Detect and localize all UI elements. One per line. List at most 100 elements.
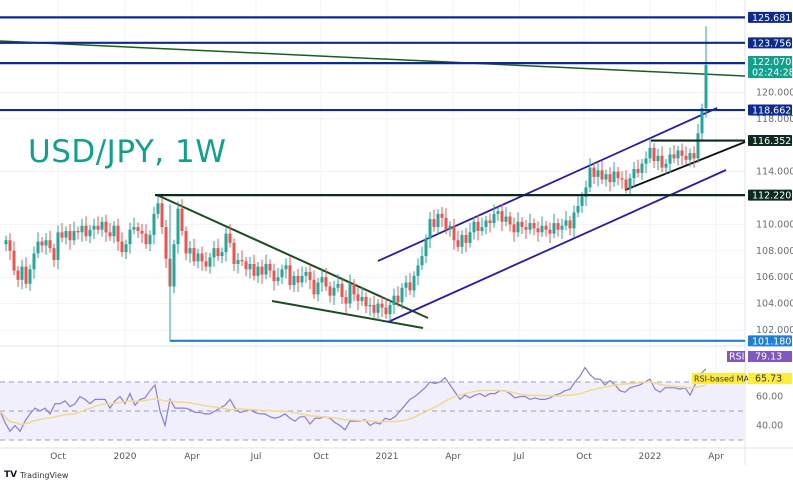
candle-body <box>100 221 104 230</box>
candle-body <box>488 220 492 224</box>
candle-body <box>552 223 556 234</box>
rsi-ma-value-badge[interactable] <box>748 373 792 384</box>
rsi-value-badge[interactable] <box>748 351 792 362</box>
candle-body <box>236 260 240 264</box>
trend-drawings <box>0 40 746 329</box>
candle-body <box>280 269 284 278</box>
candle-body <box>268 264 272 271</box>
candle-body <box>188 248 192 254</box>
long-term-trendline <box>0 40 746 77</box>
candle-body <box>452 225 456 241</box>
candle-body <box>128 229 132 245</box>
candle-body <box>228 233 232 243</box>
price-axis[interactable]: 120.000 118.000 114.000 110.000 108.000 106.0… <box>692 11 793 432</box>
candle-body <box>700 108 704 134</box>
rsi-pane[interactable] <box>0 366 745 441</box>
candle-body <box>16 270 20 280</box>
candle-body <box>512 224 516 233</box>
candle-body <box>252 264 256 276</box>
candle-body <box>240 260 244 262</box>
wedge-lower-line <box>271 300 424 329</box>
candle-body <box>220 252 224 257</box>
candle-body <box>92 225 96 230</box>
time-tick-label: 2022 <box>639 452 662 462</box>
candle-body <box>8 240 12 251</box>
candle-body <box>520 221 524 228</box>
candle-body <box>568 220 572 229</box>
candle-body <box>412 275 416 291</box>
candle-body <box>460 234 464 247</box>
candle-body <box>504 216 508 222</box>
time-tick-label: Jul <box>250 452 262 462</box>
candle-body <box>144 233 148 245</box>
time-tick-label: Apr <box>184 452 200 462</box>
candle-body <box>428 219 432 239</box>
candle-body <box>192 248 196 262</box>
tradingview-logo-text: TradingView <box>20 470 69 480</box>
candle-body <box>152 213 156 235</box>
candle-body <box>464 234 468 243</box>
candle-body <box>340 283 344 297</box>
price-badge-123-756[interactable] <box>748 37 792 49</box>
candle-body <box>384 307 388 315</box>
candle-body <box>656 155 660 162</box>
candle-body <box>316 282 320 295</box>
candle-body <box>608 174 612 183</box>
candle-body <box>652 147 656 162</box>
candle-body <box>620 178 624 180</box>
candle-body <box>248 264 252 270</box>
rsi-tick-label: 60.00 <box>756 392 783 403</box>
candle-body <box>596 170 600 177</box>
candle-body <box>216 248 220 257</box>
candle-body <box>112 225 116 237</box>
time-axis[interactable]: Oct 2020 Apr Jul Oct 2021 Apr Jul Oct 2022 Apr <box>50 452 724 462</box>
candle-body <box>332 287 336 296</box>
candle-body <box>140 231 144 234</box>
price-badge-112-220-text: 112.220 <box>752 191 791 202</box>
candle-body <box>68 231 72 241</box>
candle-body <box>600 170 604 180</box>
last-price-badge[interactable] <box>748 56 792 78</box>
candle-body <box>548 229 552 234</box>
candle-body <box>48 240 52 249</box>
price-badge-118-662[interactable] <box>748 104 792 116</box>
candle-body <box>408 282 412 291</box>
price-badge-112-220[interactable] <box>748 189 792 201</box>
rsi-name: RSI <box>729 352 744 363</box>
candle-body <box>372 304 376 313</box>
candle-body <box>456 240 460 247</box>
candle-body <box>160 203 164 228</box>
candle-body <box>680 150 684 156</box>
candle-body <box>328 286 332 296</box>
candle-body <box>124 244 128 253</box>
rsi-name-badge[interactable] <box>727 351 745 362</box>
candle-body <box>80 225 84 233</box>
candle-body <box>320 277 324 283</box>
candle-body <box>396 295 400 303</box>
candle-body <box>420 256 424 266</box>
price-badge-125-681[interactable] <box>748 11 792 23</box>
price-badge-101-180[interactable] <box>748 335 792 347</box>
candlestick-series <box>4 26 708 341</box>
candle-body <box>612 171 616 183</box>
price-badge-101-180-text: 101.180 <box>752 336 791 347</box>
candle-body <box>288 265 292 286</box>
candle-body <box>532 223 536 229</box>
candle-body <box>616 171 620 179</box>
time-tick-label: 2020 <box>114 452 137 462</box>
candle-body <box>52 248 56 261</box>
rsi-tick-label: 40.00 <box>756 421 783 432</box>
candle-body <box>668 154 672 164</box>
time-tick-label: Oct <box>50 452 66 462</box>
price-badge-116-352[interactable] <box>748 135 792 147</box>
candle-body <box>12 250 16 271</box>
candle-body <box>244 261 248 270</box>
candle-body <box>644 158 648 164</box>
triangle-support-line <box>624 141 746 191</box>
candle-body <box>56 232 60 261</box>
rsi-ma-name-badge[interactable] <box>692 373 746 384</box>
candle-body <box>132 227 136 230</box>
candle-body <box>356 294 360 301</box>
